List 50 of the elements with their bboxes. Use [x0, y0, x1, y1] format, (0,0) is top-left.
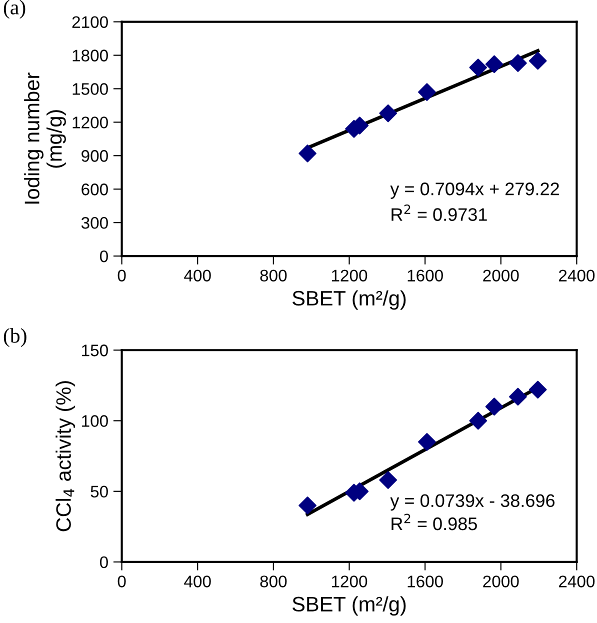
x-tick-label: 2000 — [483, 270, 519, 282]
x-tick-label: 400 — [184, 270, 211, 282]
x-tick-label: 0 — [118, 270, 126, 282]
y-tick-label: 2100 — [72, 16, 108, 28]
y-axis-title: Ioding number (mg/g) — [24, 72, 66, 204]
y-axis-title: CCl$_{4}$ activity (%) — [56, 381, 76, 532]
x-tick-label: 400 — [184, 576, 211, 588]
chart-title: (a) — [4, 0, 26, 19]
annotation: y = 0.7094x + 279.22 — [390, 182, 559, 199]
x-tick-label: 1600 — [408, 576, 443, 588]
point — [485, 398, 504, 416]
point — [469, 58, 488, 76]
y-tick-label: 1200 — [72, 116, 108, 128]
y-tick-label: 600 — [82, 184, 108, 196]
point — [469, 412, 488, 430]
x-tick-label: 2000 — [483, 576, 519, 588]
point — [528, 380, 547, 399]
annotation: y = 0.0739x - 38.696 — [390, 494, 555, 511]
x-tick-label: 2400 — [559, 576, 595, 588]
annotation: R$^{2}$ = 0.985 — [392, 514, 477, 530]
x-tick-label: 0 — [118, 576, 126, 588]
point — [418, 83, 436, 101]
y-tick-label: 150 — [82, 344, 108, 356]
x-axis-title: SBET (m²/g) — [292, 290, 406, 310]
x-axis-title: SBET (m²/g) — [292, 596, 406, 616]
point — [528, 52, 547, 70]
chart-title: (b) — [4, 328, 26, 348]
point — [485, 55, 504, 74]
x-tick-label: 1200 — [332, 576, 368, 588]
x-tick-label: 1200 — [332, 270, 368, 282]
y-tick-label: 50 — [90, 486, 108, 498]
y-tick-label: 0 — [100, 556, 108, 568]
point — [509, 388, 527, 406]
x-tick-label: 2400 — [559, 270, 595, 282]
y-tick-label: 1500 — [72, 83, 108, 95]
y-tick-label: 0 — [100, 250, 108, 262]
point — [298, 144, 316, 162]
y-tick-label: 300 — [81, 216, 108, 229]
x-tick-label: 1600 — [408, 270, 443, 282]
point — [379, 104, 398, 122]
point — [298, 496, 316, 514]
annotation: R$^{2}$ = 0.9731 — [392, 204, 487, 221]
point — [418, 433, 436, 451]
y-tick-label: 100 — [82, 415, 108, 427]
y-tick-label: 1800 — [72, 50, 108, 62]
point — [509, 54, 527, 72]
point — [379, 471, 398, 489]
x-tick-label: 800 — [260, 270, 287, 282]
y-tick-label: 900 — [82, 150, 108, 162]
x-tick-label: 800 — [260, 576, 287, 588]
